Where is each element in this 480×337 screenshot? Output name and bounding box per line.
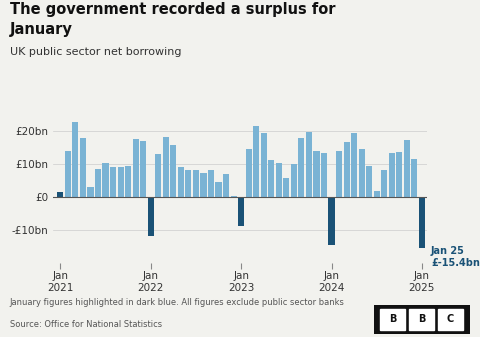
Bar	[72, 122, 79, 197]
Bar	[95, 168, 101, 197]
Bar	[366, 165, 372, 197]
Bar	[344, 143, 350, 197]
Bar	[193, 170, 199, 197]
Bar	[381, 170, 387, 197]
Bar	[155, 154, 161, 197]
Bar	[238, 197, 244, 225]
Bar	[306, 132, 312, 197]
Bar	[223, 174, 229, 197]
Bar	[268, 160, 275, 197]
Bar	[208, 170, 214, 197]
Bar	[230, 195, 237, 197]
Bar	[261, 132, 267, 197]
Bar	[178, 167, 184, 197]
Bar	[246, 149, 252, 197]
Bar	[276, 163, 282, 197]
Bar	[396, 152, 402, 197]
FancyBboxPatch shape	[409, 309, 434, 330]
Bar	[170, 145, 177, 197]
Bar	[87, 187, 94, 197]
Bar	[132, 139, 139, 197]
FancyBboxPatch shape	[438, 309, 463, 330]
Bar	[291, 164, 297, 197]
Text: UK public sector net borrowing: UK public sector net borrowing	[10, 47, 181, 57]
Bar	[373, 191, 380, 197]
Text: Source: Office for National Statistics: Source: Office for National Statistics	[10, 320, 162, 329]
Bar	[283, 178, 289, 197]
Bar	[185, 170, 192, 197]
Bar	[298, 137, 304, 197]
Text: B: B	[418, 314, 425, 324]
FancyBboxPatch shape	[380, 309, 405, 330]
Text: B: B	[389, 314, 396, 324]
Text: January: January	[10, 22, 72, 37]
Text: C: C	[446, 314, 454, 324]
Bar	[118, 167, 124, 197]
Bar	[140, 142, 146, 197]
Bar	[57, 192, 63, 197]
Bar	[163, 137, 169, 197]
Bar	[110, 167, 116, 197]
Bar	[411, 159, 418, 197]
Text: The government recorded a surplus for: The government recorded a surplus for	[10, 2, 335, 17]
Bar	[389, 153, 395, 197]
Text: January figures highlighted in dark blue. All figures exclude public sector bank: January figures highlighted in dark blue…	[10, 298, 345, 307]
Bar	[80, 137, 86, 197]
Bar	[404, 140, 410, 197]
Bar	[419, 197, 425, 248]
Bar	[102, 162, 108, 197]
Bar	[253, 126, 259, 197]
Bar	[351, 133, 357, 197]
Bar	[200, 173, 206, 197]
Bar	[359, 149, 365, 197]
Bar	[125, 166, 131, 197]
Bar	[328, 197, 335, 245]
Bar	[313, 151, 320, 197]
Text: Jan 25
£-15.4bn: Jan 25 £-15.4bn	[431, 246, 480, 268]
Bar	[148, 197, 154, 236]
Bar	[321, 153, 327, 197]
Bar	[336, 151, 342, 197]
Bar	[65, 151, 71, 197]
Bar	[216, 182, 222, 197]
